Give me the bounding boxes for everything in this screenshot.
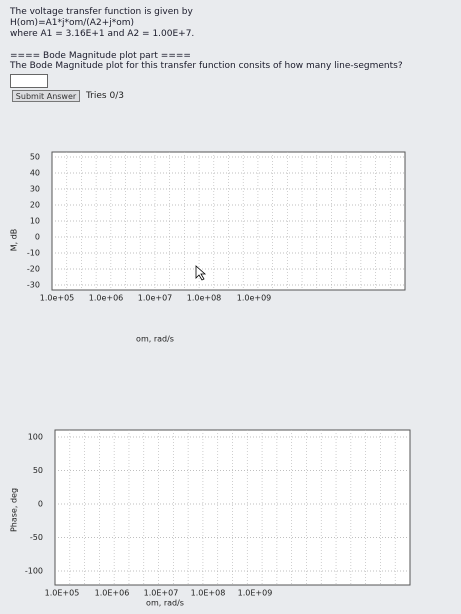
x-tick-label: 1.0e+07 (138, 294, 173, 303)
x-tick-label: 1.0e+08 (187, 294, 222, 303)
x-tick-label: 1.0E+08 (191, 589, 226, 598)
y-tick-label: -100 (25, 567, 43, 576)
y-tick-label: -10 (27, 249, 40, 258)
part-heading: ==== Bode Magnitude plot part ==== (10, 51, 191, 61)
submit-button[interactable]: Submit Answer (12, 90, 80, 102)
y-tick-label: 0 (35, 233, 40, 242)
problem-line: where A1 = 3.16E+1 and A2 = 1.00E+7. (10, 29, 195, 39)
problem-line: H(om)=A1*j*om/(A2+j*om) (10, 18, 135, 28)
answer-input[interactable] (10, 74, 48, 88)
plot-area (54, 429, 411, 586)
y-tick-label: 20 (30, 201, 40, 210)
x-tick-label: 1.0E+06 (95, 589, 130, 598)
y-tick-label: 0 (38, 500, 43, 509)
y-tick-label: -20 (27, 265, 40, 274)
mouse-cursor (195, 265, 207, 281)
y-tick-label: 30 (30, 185, 40, 194)
question: The Bode Magnitude plot for this transfe… (10, 61, 403, 71)
x-axis-label: om, rad/s (136, 335, 174, 344)
tries: Tries 0/3 (86, 91, 124, 101)
x-tick-label: 1.0e+09 (237, 294, 272, 303)
x-axis-label: om, rad/s (146, 599, 184, 608)
x-tick-label: 1.0e+05 (40, 294, 75, 303)
y-tick-label: 50 (30, 153, 40, 162)
y-axis-label: Phase, deg (10, 488, 19, 532)
problem-line: The voltage transfer function is given b… (10, 7, 193, 17)
y-tick-label: 100 (28, 433, 43, 442)
y-tick-label: -30 (27, 281, 40, 290)
y-tick-label: 50 (33, 466, 43, 475)
x-tick-label: 1.0E+07 (144, 589, 179, 598)
x-tick-label: 1.0E+09 (238, 589, 273, 598)
x-tick-label: 1.0E+05 (45, 589, 80, 598)
y-tick-label: -50 (30, 533, 43, 542)
x-tick-label: 1.0e+06 (89, 294, 124, 303)
y-tick-label: 10 (30, 217, 40, 226)
y-tick-label: 40 (30, 169, 40, 178)
y-axis-label: M, dB (10, 229, 19, 252)
